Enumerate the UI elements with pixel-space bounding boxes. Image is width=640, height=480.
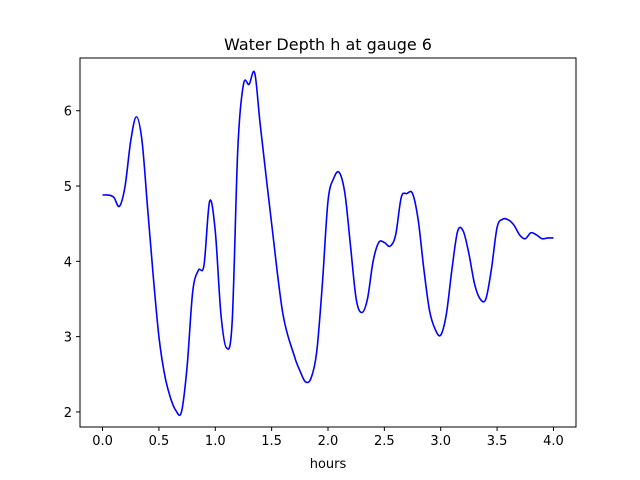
plot-frame <box>79 57 577 428</box>
x-tick-label: 0.0 <box>92 434 113 449</box>
x-tick-label: 3.0 <box>430 434 451 449</box>
x-axis-label: hours <box>310 457 347 472</box>
y-tick-label: 6 <box>64 105 72 120</box>
series-layer <box>102 70 554 417</box>
series-line <box>102 70 554 417</box>
plot-area <box>79 57 577 428</box>
x-tick-label: 4.0 <box>543 434 564 449</box>
x-tick-label: 1.0 <box>205 434 226 449</box>
x-tick-label: 3.5 <box>487 434 508 449</box>
y-tick-label: 2 <box>64 406 72 421</box>
x-tick-label: 0.5 <box>149 434 170 449</box>
y-tick-label: 3 <box>64 331 72 346</box>
x-tick-label: 2.5 <box>374 434 395 449</box>
x-tick-label: 1.5 <box>261 434 282 449</box>
y-tick-label: 4 <box>64 255 72 270</box>
y-axis-ticks: 2 3 4 5 6 <box>64 105 80 421</box>
y-tick-label: 5 <box>64 180 72 195</box>
x-axis-ticks: 0.0 0.5 1.0 1.5 2.0 2.5 3.0 3.5 4.0 <box>92 427 564 449</box>
x-tick-label: 2.0 <box>318 434 339 449</box>
chart-title: Water Depth h at gauge 6 <box>224 35 432 54</box>
